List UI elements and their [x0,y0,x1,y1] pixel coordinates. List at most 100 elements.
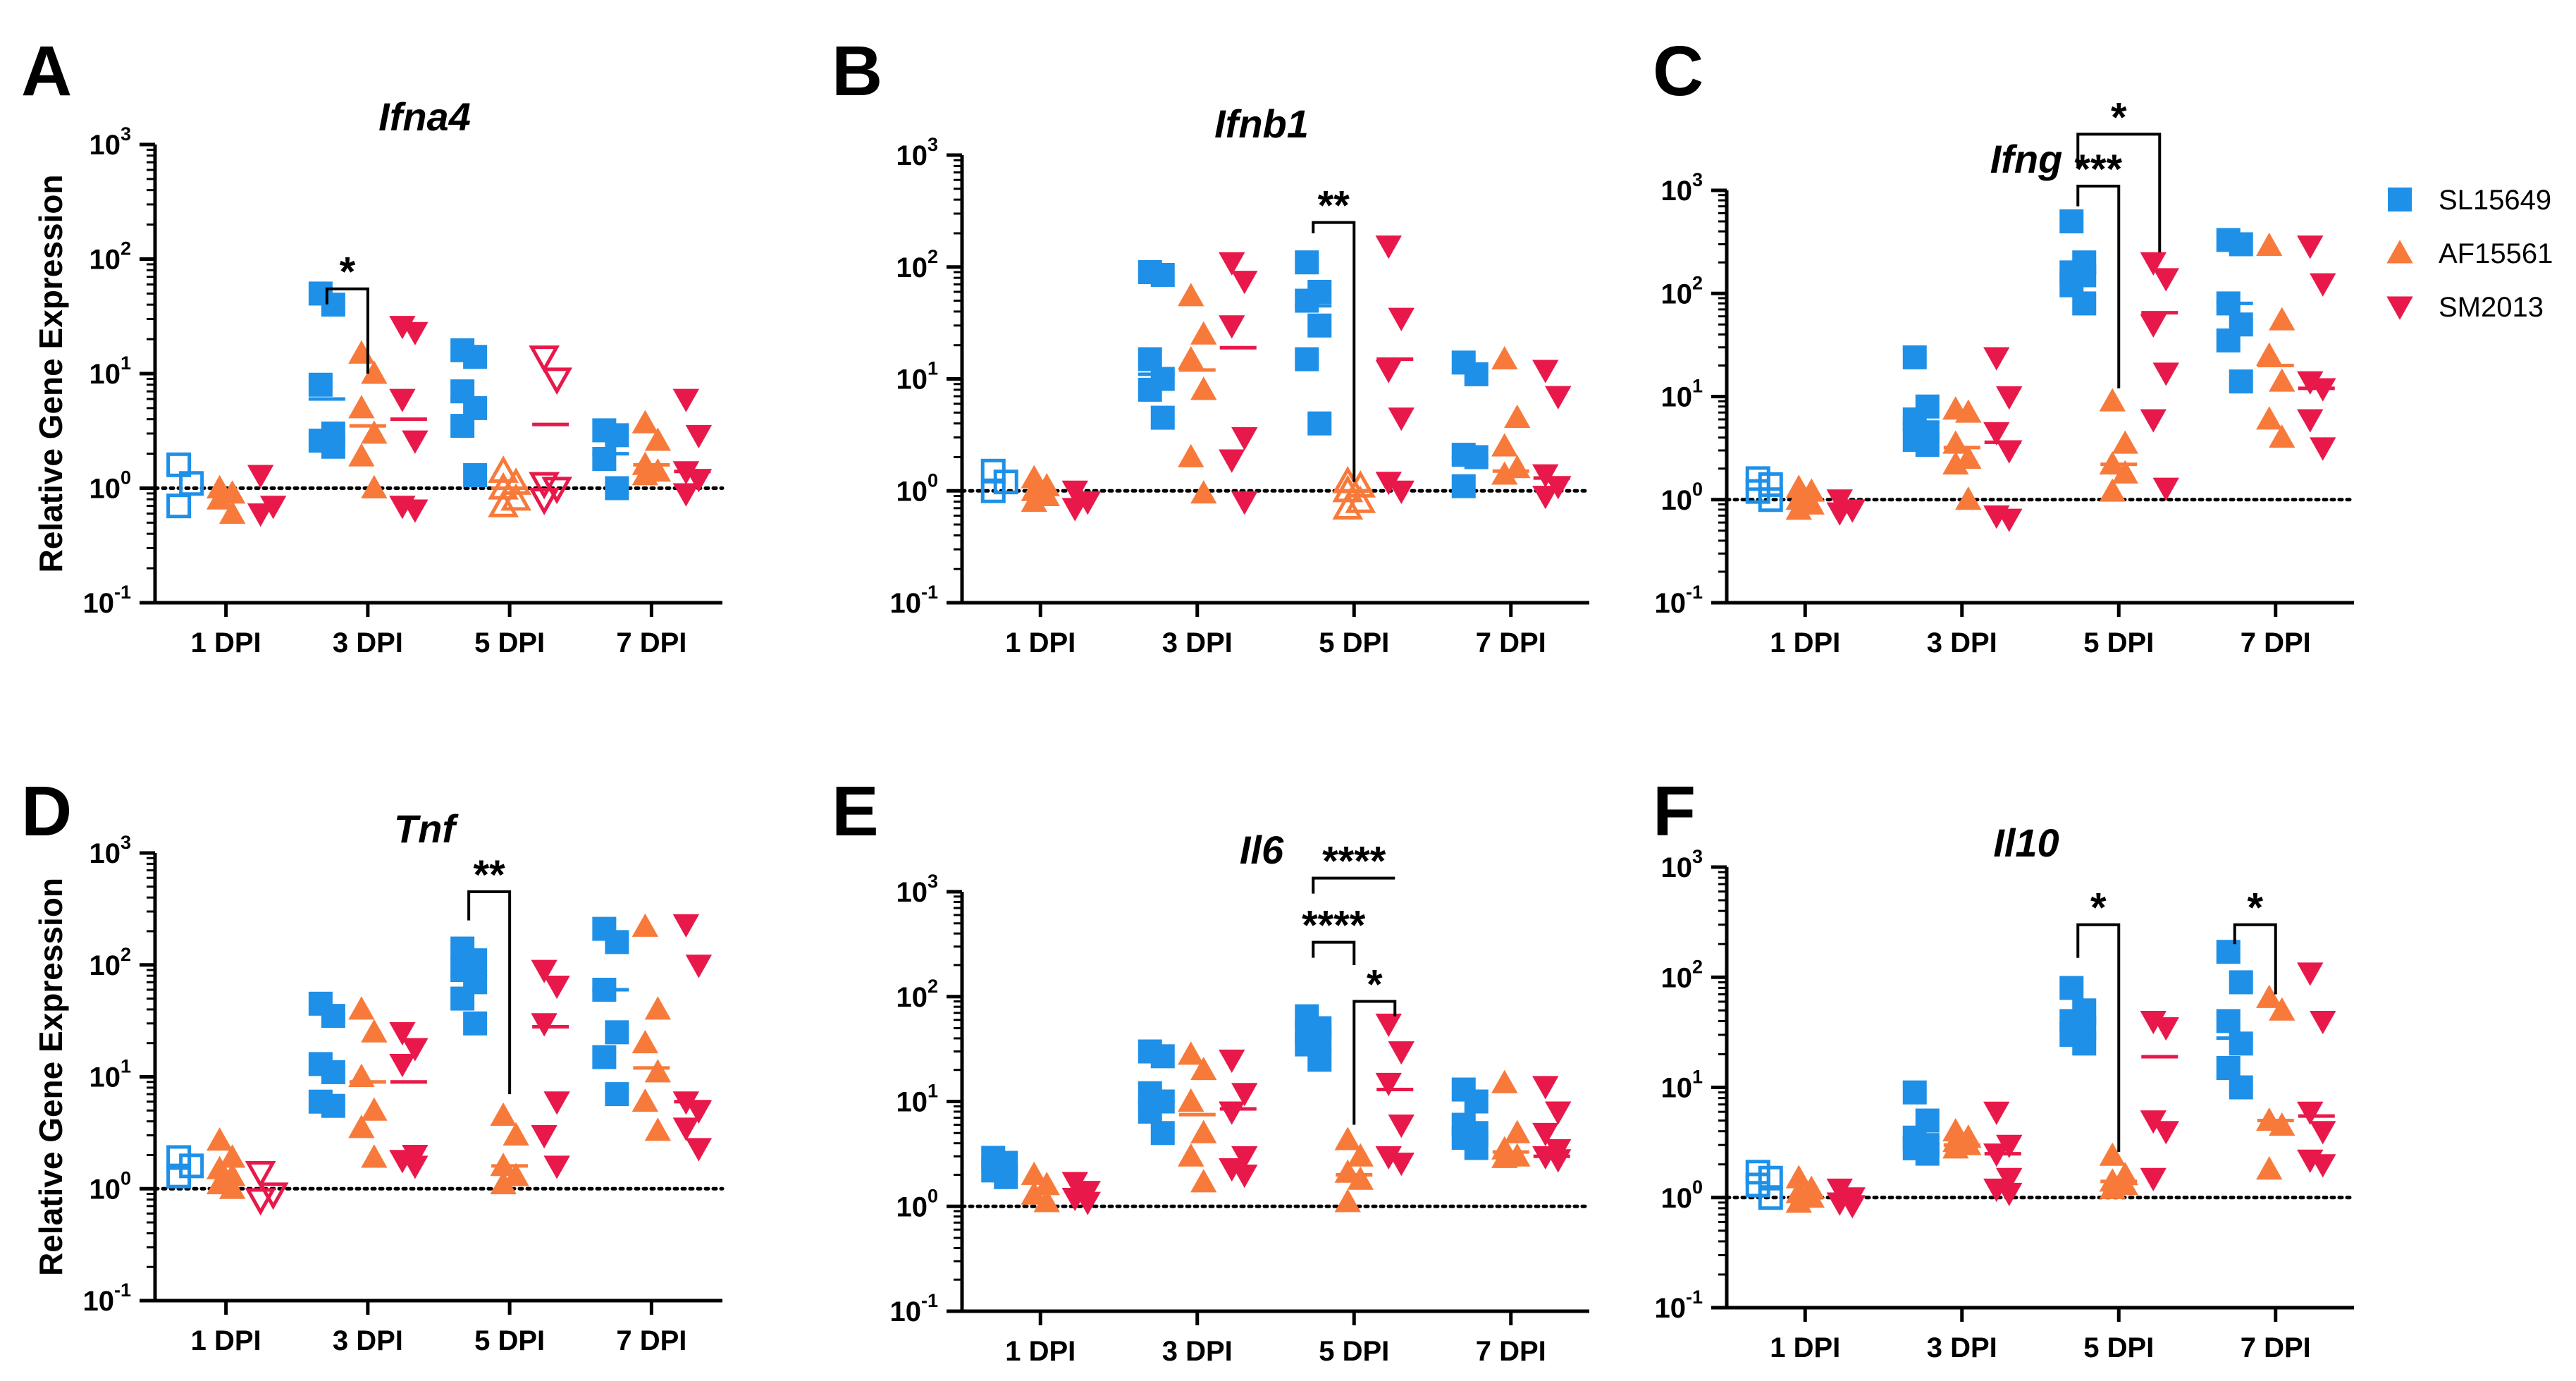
x-tick-label: 5 DPI [1319,1336,1389,1367]
y-tick-label: 10-1 [82,1279,131,1317]
data-point [531,1013,557,1037]
y-tick-label: 101 [89,352,131,390]
significance-bracket [2076,923,2121,1152]
data-point [1190,321,1217,345]
data-point [1464,1089,1489,1114]
data-point [402,1038,429,1062]
data-point [1745,1160,1770,1185]
x-tick-label: 3 DPI [1162,1336,1233,1367]
significance-bracket [1312,221,1356,482]
data-point [1545,476,1572,500]
data-point [1839,1195,1866,1219]
data-point [672,388,700,412]
data-point [543,976,570,1000]
data-point [1150,1044,1175,1069]
legend-label: SL15649 [2439,185,2551,216]
data-point [1219,1049,1245,1074]
chart-title: Ifng [1990,137,2063,181]
data-point [1983,1101,2010,1125]
data-point [2140,252,2167,276]
data-point [605,930,629,955]
data-point [218,1175,246,1199]
data-point [1983,422,2010,446]
data-point [2256,1156,2283,1180]
data-point [389,1021,416,1046]
y-tick-label: 100 [89,1167,131,1205]
data-point [543,1155,570,1179]
data-point [1996,1182,2023,1206]
data-point [2310,437,2336,461]
x-tick-label: 3 DPI [333,1325,403,1356]
data-point [529,488,560,515]
data-point [529,345,560,373]
data-point [1334,1189,1361,1213]
data-point [592,447,617,472]
data-point [1231,1083,1258,1107]
data-point [166,493,192,519]
data-point [1532,360,1559,383]
data-point [1545,1101,1572,1125]
data-point [321,1004,345,1029]
data-point [2152,1121,2179,1145]
chart-panel-a: A Ifna4 Relative Gene Expression 103 102 101 1… [21,32,725,658]
chart-panel-e: E Il6 103 102 101 100 10-1 1 DPI 3 DPI 5 DPI 7 DPI… [832,772,1591,1367]
data-point [592,1045,617,1069]
data-point [402,430,429,454]
chart-panel-f: F Il10 103 102 101 100 10-1 1 DPI 3 DPI 5 DPI 7 DP… [1653,772,2356,1363]
data-point [488,455,519,483]
data-point [361,1097,388,1121]
data-point [2256,232,2283,257]
data-point [1902,345,1927,369]
data-point [1021,465,1047,489]
y-tick-label: 102 [896,246,938,283]
significance-bracket [325,287,369,374]
data-point [2310,1010,2336,1035]
significance-label: *** [2074,147,2122,192]
data-point [980,478,1006,503]
data-point [2099,1142,2126,1166]
data-point [1231,1146,1258,1170]
panel-letter: A [21,32,72,111]
panel-letter: D [21,772,72,851]
significance-bracket [467,890,512,1095]
data-point [2112,430,2138,454]
x-tick-label: 1 DPI [191,627,261,658]
data-point [321,434,345,459]
data-point [1150,1121,1175,1146]
data-point [1826,489,1853,513]
data-point [348,1115,375,1138]
y-tick-label: 10-1 [1654,582,1703,619]
data-point [361,420,388,444]
data-point [2140,314,2167,338]
data-point [1334,1159,1361,1183]
data-point [1375,235,1402,259]
data-point [166,1145,192,1170]
data-point [2269,424,2295,448]
data-point [245,1188,276,1216]
data-point [1451,474,1476,498]
data-point [1942,450,1969,475]
data-point [1231,491,1258,515]
x-tick-label: 5 DPI [1319,627,1389,658]
data-point [1491,433,1518,457]
data-point [1178,345,1204,369]
data-point [2310,273,2336,297]
data-point [2297,1101,2324,1125]
data-point [2256,984,2283,1008]
data-point [206,1155,233,1179]
data-point [361,1019,388,1043]
data-point [2229,1031,2253,1056]
data-point [1491,345,1518,369]
data-point [2229,970,2253,995]
data-point [1532,464,1559,488]
chart-title: Il10 [1993,821,2059,865]
data-point [389,316,416,340]
data-point [1307,313,1332,338]
data-point [2297,371,2324,395]
legend: SL15649 AF15561 SM2013 [2386,185,2553,323]
y-tick-label: 102 [896,976,938,1013]
data-point [1388,1115,1415,1138]
x-tick-label: 7 DPI [616,627,686,658]
y-tick-label: 101 [89,1056,131,1093]
data-point [543,1091,570,1115]
